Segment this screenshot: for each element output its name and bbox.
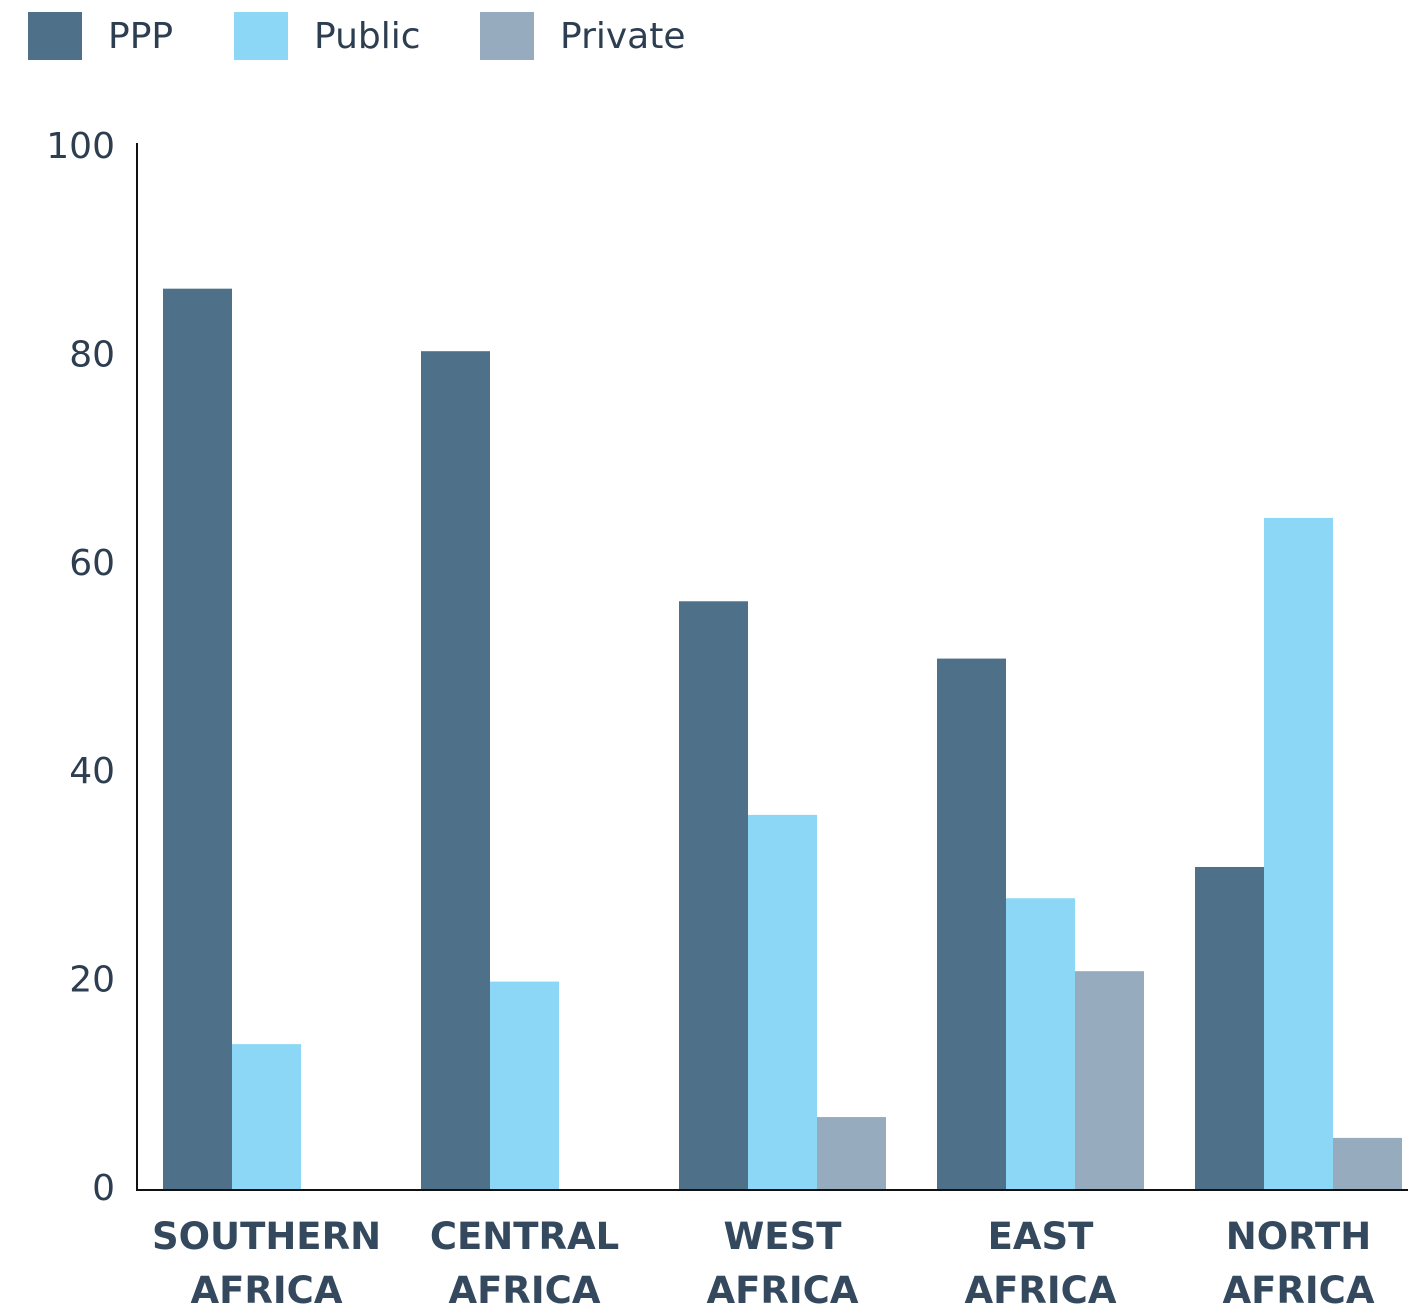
bar xyxy=(490,981,559,1190)
x-tick-label: CENTRAL AFRICA xyxy=(429,1215,620,1312)
legend-label: PPP xyxy=(108,16,173,57)
bar xyxy=(748,814,817,1190)
bar xyxy=(679,601,748,1190)
bar xyxy=(1195,866,1264,1190)
y-tick-label: 80 xyxy=(69,334,115,375)
bar xyxy=(421,351,490,1190)
x-tick-label: EAST AFRICA xyxy=(964,1215,1117,1312)
y-tick-label: 40 xyxy=(69,751,115,792)
bar xyxy=(817,1117,886,1190)
legend-swatch xyxy=(480,12,534,60)
legend-swatch xyxy=(28,12,82,60)
y-tick-label: 60 xyxy=(69,543,115,584)
legend-swatch xyxy=(234,12,288,60)
legend-label: Private xyxy=(560,16,686,57)
x-tick-label: NORTH AFRICA xyxy=(1222,1215,1375,1312)
y-tick-label: 0 xyxy=(92,1168,115,1209)
bar xyxy=(232,1044,301,1190)
x-tick-label: SOUTHERN AFRICA xyxy=(151,1215,382,1312)
x-tick-label: WEST AFRICA xyxy=(706,1215,859,1312)
bar xyxy=(163,288,232,1190)
bar xyxy=(1264,517,1333,1190)
legend-label: Public xyxy=(314,16,421,57)
y-tick-label: 100 xyxy=(46,126,115,167)
bar xyxy=(1333,1137,1402,1190)
y-tick-label: 20 xyxy=(69,960,115,1001)
bar xyxy=(1006,898,1075,1190)
bar xyxy=(937,658,1006,1190)
bar xyxy=(1075,971,1144,1190)
